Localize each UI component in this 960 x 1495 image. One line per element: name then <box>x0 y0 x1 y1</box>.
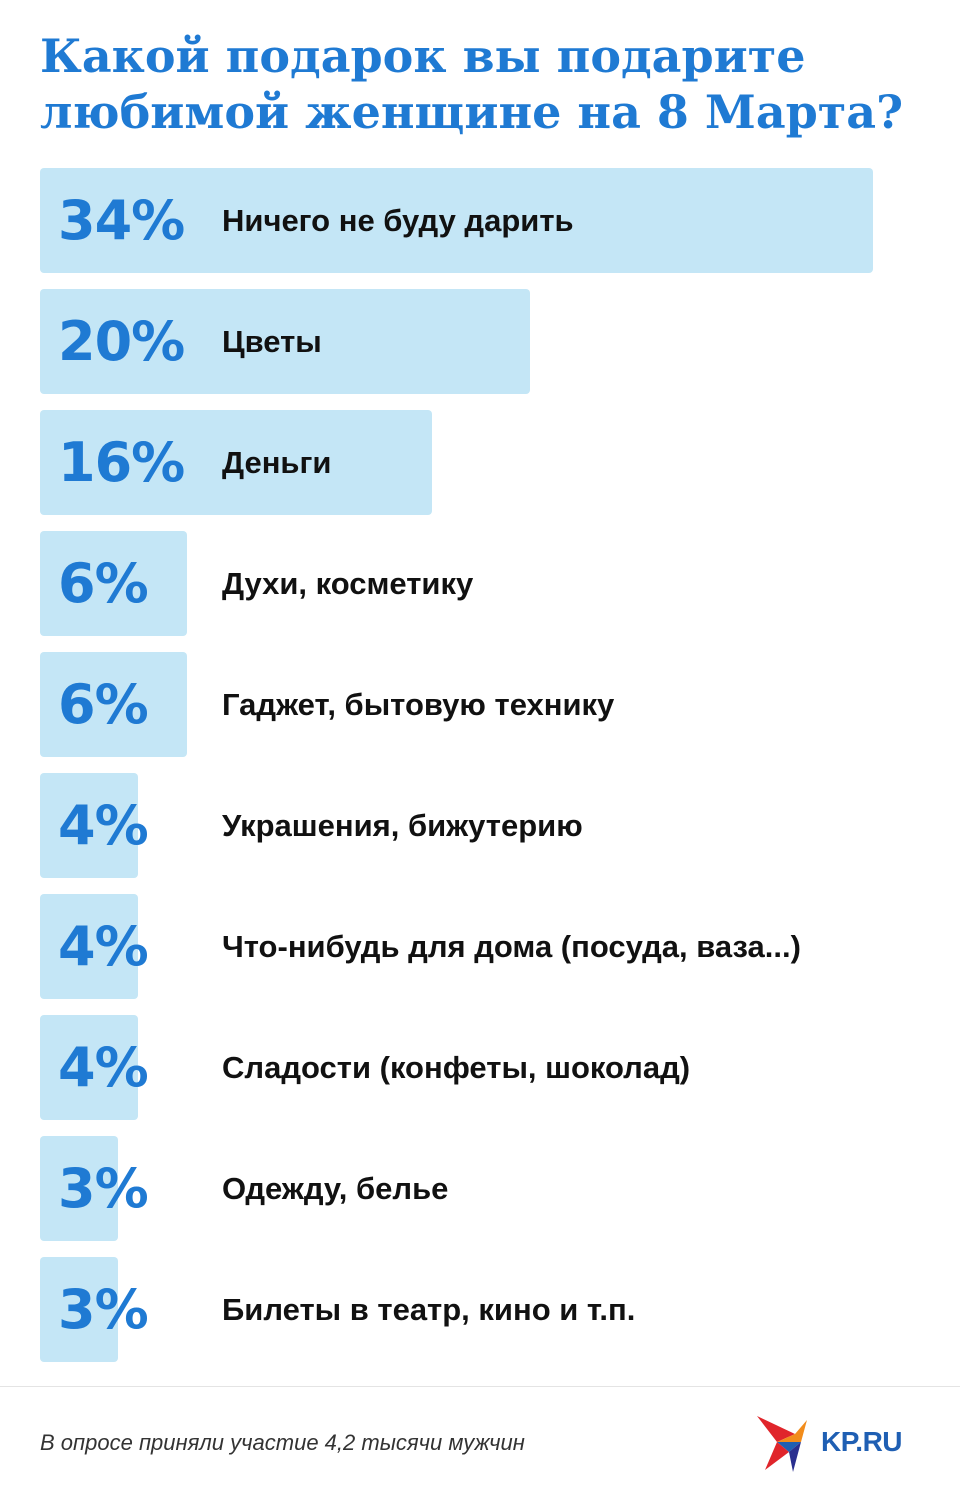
bar <box>40 652 187 757</box>
bar-category-label: Билеты в театр, кино и т.п. <box>222 1292 636 1327</box>
bar-row: 4% Что-нибудь для дома (посуда, ваза...) <box>40 894 920 999</box>
bar-chart: 34% Ничего не буду дарить 20% Цветы 16% Деньг… <box>40 168 920 1363</box>
bar-value-label: 4% <box>58 915 149 978</box>
bar-category-label: Украшения, бижутерию <box>222 808 583 843</box>
bar <box>40 410 432 515</box>
footer-divider <box>0 1386 960 1387</box>
bar-row: 6% Гаджет, бытовую технику <box>40 652 920 757</box>
bar <box>40 1257 118 1362</box>
bar-row: 20% Цветы <box>40 289 920 394</box>
chart-title-line-1: Какой подарок вы подарите <box>40 29 806 83</box>
bar-value-label: 34% <box>58 189 185 252</box>
kp-ru-logo[interactable]: KP.RU <box>755 1412 935 1474</box>
bar <box>40 289 530 394</box>
bar-row: 4% Украшения, бижутерию <box>40 773 920 878</box>
bar <box>40 773 138 878</box>
bar-row: 3% Билеты в театр, кино и т.п. <box>40 1257 920 1362</box>
bar-category-label: Деньги <box>222 445 332 480</box>
kp-swallow-logo-icon <box>757 1416 807 1472</box>
bar-row: 4% Сладости (конфеты, шоколад) <box>40 1015 920 1120</box>
bar-category-label: Цветы <box>222 324 322 359</box>
bar-row: 34% Ничего не буду дарить <box>40 168 920 273</box>
bar-row: 3% Одежду, белье <box>40 1136 920 1241</box>
bar <box>40 1136 118 1241</box>
bar-value-label: 4% <box>58 794 149 857</box>
bar-category-label: Ничего не буду дарить <box>222 203 574 238</box>
bar <box>40 1015 138 1120</box>
bar <box>40 531 187 636</box>
logo-text: KP.RU <box>821 1426 903 1457</box>
bar-value-label: 6% <box>58 552 149 615</box>
survey-footnote: В опросе приняли участие 4,2 тысячи мужч… <box>40 1430 525 1455</box>
chart-title-line-2: любимой женщине на 8 Марта? <box>40 85 904 139</box>
bar <box>40 168 873 273</box>
bar-value-label: 4% <box>58 1036 149 1099</box>
bar-row: 6% Духи, косметику <box>40 531 920 636</box>
bar-value-label: 16% <box>58 431 185 494</box>
bar-row: 16% Деньги <box>40 410 920 515</box>
bar-value-label: 6% <box>58 673 149 736</box>
chart-title: Какой подарок вы подарите любимой женщин… <box>40 28 940 140</box>
bar-value-label: 3% <box>58 1278 149 1341</box>
bar-category-label: Что-нибудь для дома (посуда, ваза...) <box>222 929 801 964</box>
bar-category-label: Одежду, белье <box>222 1171 449 1206</box>
bar-category-label: Духи, косметику <box>222 566 474 601</box>
bar <box>40 894 138 999</box>
bar-category-label: Сладости (конфеты, шоколад) <box>222 1050 691 1085</box>
bar-category-label: Гаджет, бытовую технику <box>222 687 615 722</box>
bar-value-label: 20% <box>58 310 185 373</box>
bar-value-label: 3% <box>58 1157 149 1220</box>
